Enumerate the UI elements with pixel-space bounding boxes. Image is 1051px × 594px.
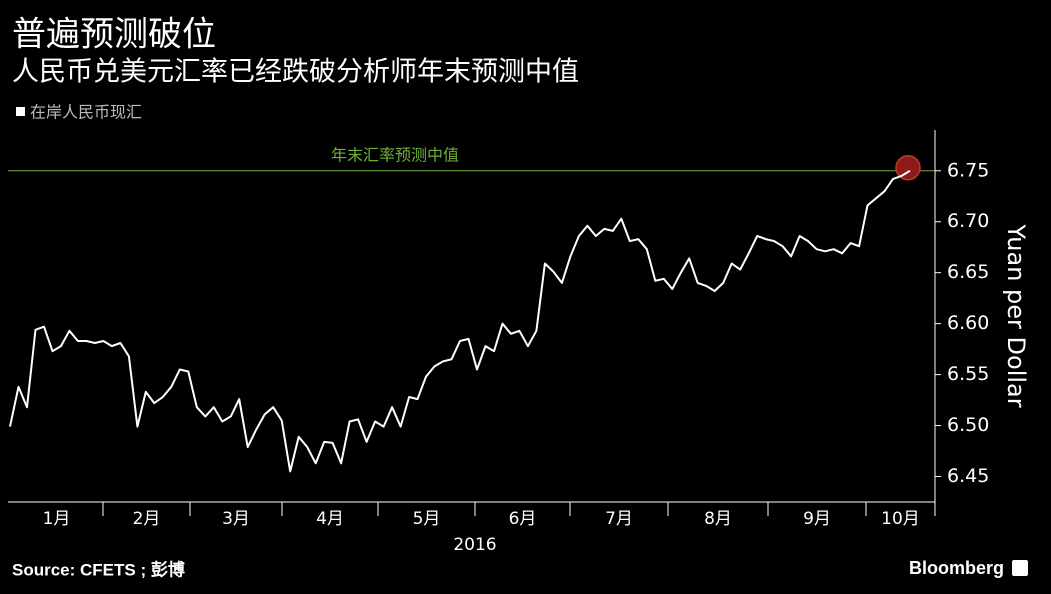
x-tick-label: 10月 (881, 509, 920, 529)
y-tick-label: 6.60 (947, 312, 989, 334)
x-tick-label: 7月 (605, 509, 633, 529)
y-tick-label: 6.55 (947, 363, 989, 385)
series-line (9, 169, 911, 473)
chart-title: 普遍预测破位 (12, 15, 216, 55)
y-axis-label: Yuan per Dollar (1002, 223, 1030, 407)
legend-label: 在岸人民币现汇 (30, 103, 142, 122)
x-tick-label: 3月 (222, 509, 250, 529)
x-tick-label: 8月 (704, 509, 732, 529)
x-tick-label: 5月 (413, 509, 441, 529)
brand-icon (1012, 560, 1028, 576)
end-marker (895, 155, 921, 181)
reference-label: 年末汇率预测中值 (331, 145, 459, 164)
brand: Bloomberg (909, 558, 1004, 578)
y-tick-label: 6.75 (947, 159, 989, 181)
x-tick-label: 1月 (43, 509, 71, 529)
legend-swatch (16, 107, 25, 116)
x-tick-label: 4月 (316, 509, 344, 529)
source: Source: CFETS ; 彭博 (12, 559, 185, 579)
y-tick-label: 6.45 (947, 465, 989, 487)
x-tick-label: 6月 (509, 509, 537, 529)
y-tick-label: 6.65 (947, 261, 989, 283)
x-tick-label: 9月 (803, 509, 831, 529)
chart-subtitle: 人民币兑美元汇率已经跌破分析师年末预测中值 (12, 57, 579, 88)
y-tick-label: 6.50 (947, 414, 989, 436)
y-tick-label: 6.70 (947, 210, 989, 232)
x-tick-label: 2月 (133, 509, 161, 529)
year-label: 2016 (453, 535, 496, 555)
